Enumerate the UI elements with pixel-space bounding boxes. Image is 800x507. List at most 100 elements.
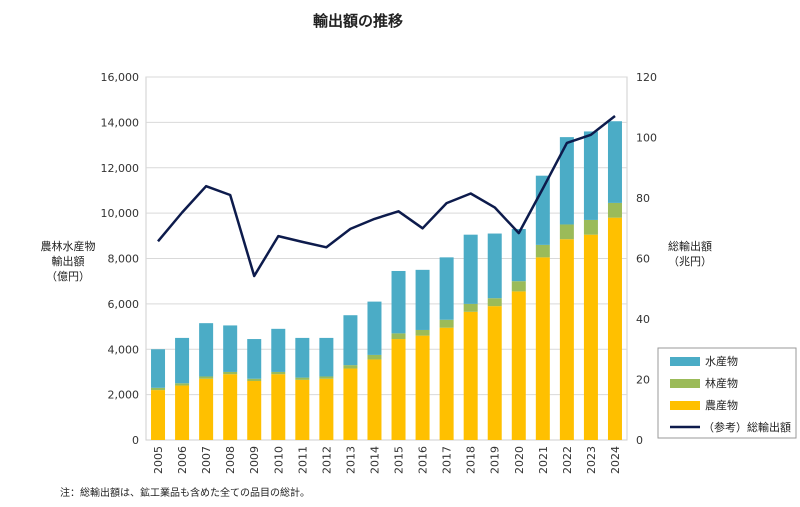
bar-2011-水産物: [295, 337, 310, 378]
x-tick-label: 2021: [537, 446, 550, 474]
x-tick-label: 2010: [272, 446, 285, 474]
x-axis: 2005 2006 2007 2008 2009 2010 2011 2012 2013 2014…: [152, 446, 622, 474]
bar-2022-林産物: [559, 224, 574, 240]
x-tick-label: 2007: [200, 446, 213, 474]
bar-2012-農産物: [319, 378, 334, 440]
y-right-tick-label: 40: [636, 313, 650, 326]
bar-2014-林産物: [367, 354, 382, 360]
bar-2012-林産物: [319, 376, 334, 379]
bar-2020-農産物: [511, 291, 526, 440]
bar-2009-水産物: [247, 339, 262, 379]
x-tick-label: 2015: [393, 446, 406, 474]
y-axis-left-label-2: 輸出額: [52, 254, 85, 268]
bar-2018-農産物: [463, 311, 478, 440]
bar-2010-農産物: [271, 374, 286, 440]
x-tick-label: 2011: [296, 446, 309, 474]
bar-2019-農産物: [487, 306, 502, 440]
bar-2007-農産物: [199, 378, 214, 440]
bar-2009-林産物: [247, 378, 262, 382]
bar-2007-水産物: [199, 323, 214, 377]
x-tick-label: 2008: [224, 446, 237, 474]
y-left-tick-label: 10,000: [101, 207, 140, 220]
line-series: [157, 115, 616, 278]
y-axis-right-label-2: （兆円）: [668, 255, 712, 268]
bar-2015-林産物: [391, 333, 406, 340]
y-right-tick-label: 60: [636, 253, 650, 266]
y-left-tick-label: 0: [132, 434, 139, 447]
y-axis-right: 0 20 40 60 80 100 120: [636, 71, 657, 447]
bar-2020-水産物: [511, 229, 526, 282]
y-left-tick-label: 6,000: [108, 298, 140, 311]
chart-title: 輸出額の推移: [313, 12, 403, 30]
bar-2024-水産物: [607, 121, 622, 203]
bar-2010-林産物: [271, 371, 286, 375]
bar-2014-水産物: [367, 301, 382, 355]
x-tick-label: 2024: [609, 446, 622, 474]
bar-2022-農産物: [559, 239, 574, 440]
bar-2023-農産物: [583, 234, 598, 440]
bar-2023-水産物: [583, 131, 598, 220]
bar-2019-林産物: [487, 298, 502, 307]
bar-2017-林産物: [439, 319, 454, 328]
bar-2006-林産物: [175, 383, 190, 386]
y-axis-left-label-1: 農林水産物: [41, 239, 96, 253]
y-right-tick-label: 20: [636, 374, 650, 387]
legend: 水産物 林産物 農産物 （参考）総輸出額: [657, 347, 797, 439]
legend-swatch-forestry: [670, 379, 700, 388]
bar-2018-水産物: [463, 234, 478, 304]
bar-2021-林産物: [535, 244, 550, 258]
bar-2013-農産物: [343, 368, 358, 440]
y-left-tick-label: 14,000: [101, 116, 140, 129]
legend-label-agriculture: 農産物: [705, 398, 738, 412]
y-right-tick-label: 100: [636, 132, 657, 145]
bar-2009-農産物: [247, 381, 262, 440]
bar-2008-林産物: [223, 371, 238, 375]
y-axis-left-label-3: （億円）: [46, 270, 90, 283]
x-tick-label: 2020: [513, 446, 526, 474]
x-tick-label: 2012: [320, 446, 333, 474]
bar-2016-水産物: [415, 269, 430, 330]
y-axis-right-label-1: 総輸出額: [668, 239, 712, 253]
x-tick-label: 2009: [248, 446, 261, 474]
x-tick-label: 2016: [417, 446, 430, 474]
legend-swatch-agriculture: [670, 401, 700, 410]
bar-2005-農産物: [151, 390, 166, 440]
bar-2019-水産物: [487, 233, 502, 299]
bar-2021-農産物: [535, 257, 550, 440]
y-left-tick-label: 8,000: [108, 253, 140, 266]
bar-2011-林産物: [295, 377, 310, 380]
bar-2024-農産物: [607, 217, 622, 440]
y-axis-left: 0 2,000 4,000 6,000 8,000 10,000 12,000 14,000 1…: [101, 71, 140, 447]
bar-2011-農産物: [295, 379, 310, 440]
total-exports-line: [157, 115, 616, 278]
legend-label-forestry: 林産物: [705, 376, 738, 390]
bar-2016-農産物: [415, 335, 430, 440]
bar-2016-林産物: [415, 329, 430, 336]
x-tick-label: 2018: [465, 446, 478, 474]
bar-2022-水産物: [559, 137, 574, 225]
bar-2013-水産物: [343, 315, 358, 366]
x-tick-label: 2014: [368, 446, 381, 474]
bar-2015-水産物: [391, 270, 406, 334]
legend-swatch-fishery: [670, 357, 700, 366]
y-right-tick-label: 120: [636, 71, 657, 84]
bar-2018-林産物: [463, 303, 478, 312]
x-tick-label: 2019: [489, 446, 502, 474]
y-left-tick-label: 2,000: [108, 389, 140, 402]
bar-2005-水産物: [151, 349, 166, 388]
grid-lines: [146, 76, 627, 396]
legend-label-total: （参考）総輸出額: [703, 420, 791, 434]
bar-2017-水産物: [439, 257, 454, 320]
bar-2017-農産物: [439, 327, 454, 440]
bar-2015-農産物: [391, 339, 406, 440]
bar-2024-林産物: [607, 202, 622, 218]
y-right-tick-label: 80: [636, 192, 650, 205]
y-left-tick-label: 4,000: [108, 343, 140, 356]
bar-2023-林産物: [583, 219, 598, 235]
bar-2020-林産物: [511, 281, 526, 292]
bar-2008-農産物: [223, 374, 238, 440]
bar-2005-林産物: [151, 387, 166, 391]
x-tick-label: 2013: [344, 446, 357, 474]
bar-2008-水産物: [223, 325, 238, 372]
